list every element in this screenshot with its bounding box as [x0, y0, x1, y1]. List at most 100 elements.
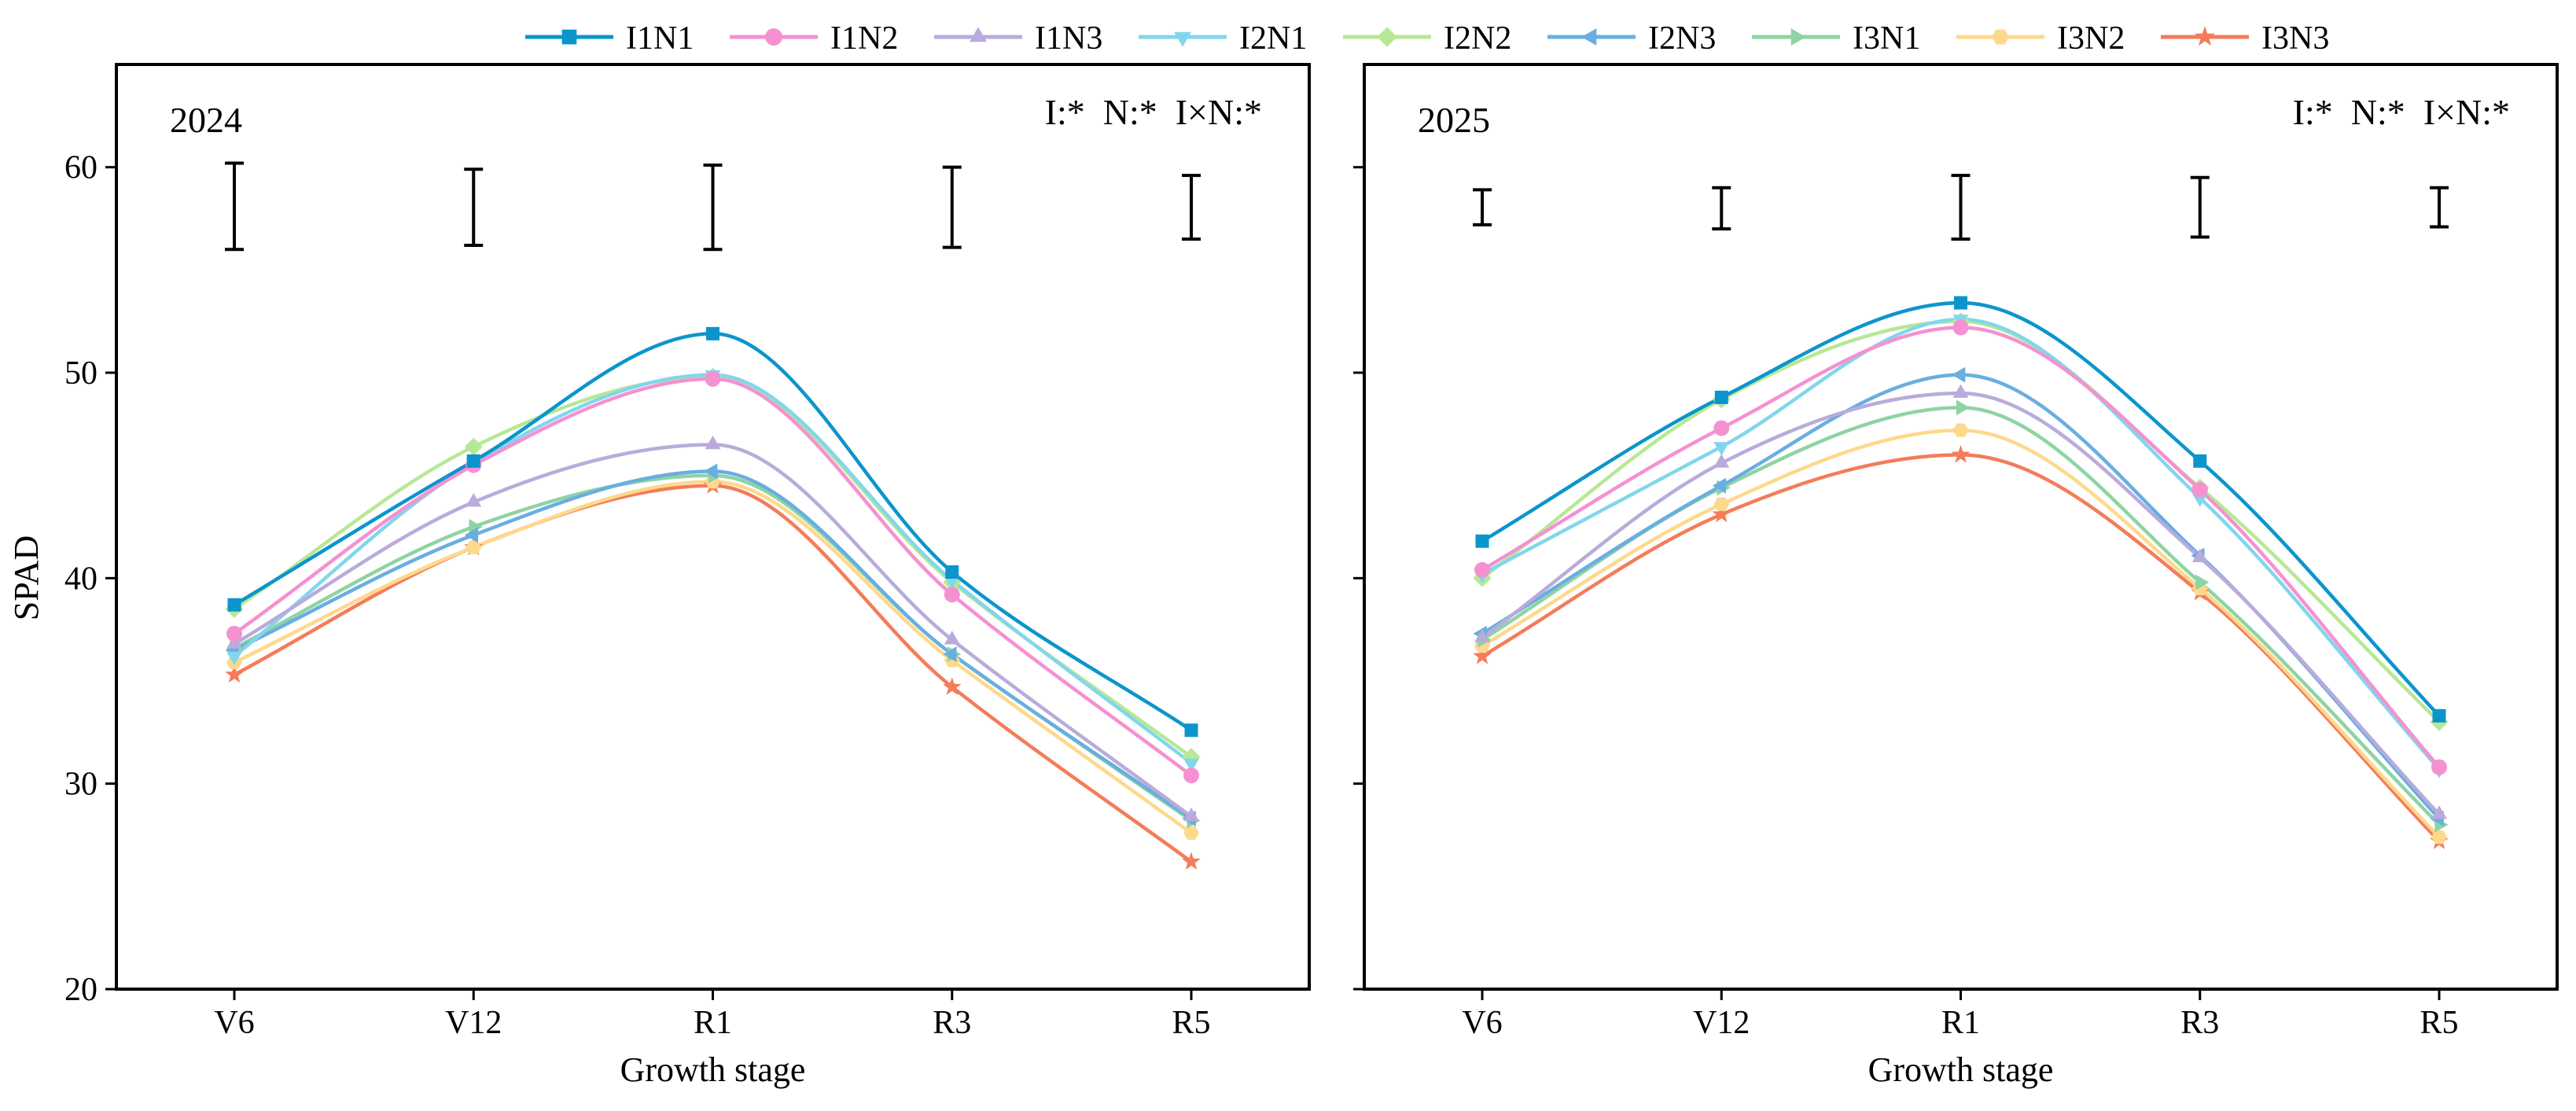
legend-marker-i2n3 [1581, 28, 1597, 46]
legend-label-i1n1: I1N1 [626, 20, 694, 57]
panel-2024-point-i3n3-r3 [942, 677, 962, 695]
legend-label-i1n2: I1N2 [830, 20, 898, 57]
panel-2025-series-line-i2n1 [1481, 317, 2441, 771]
panel-2024-error-bar-r3 [942, 165, 962, 249]
legend-entry-i2n3: I2N3 [1547, 20, 1716, 57]
panel-2025-error-bar-r1 [1951, 174, 1971, 241]
panel-2025-point-i1n3-r1 [1952, 384, 1969, 398]
panel-2024-significance: I:* N:* I×N:* [1045, 92, 1262, 132]
panel-2025-point-i1n1-v12 [1714, 390, 1728, 404]
legend-marker-i3n3 [2194, 26, 2216, 46]
panel-2025-point-i1n3-r5 [2431, 805, 2447, 819]
panel-2025-point-i1n2-r5 [2431, 759, 2447, 775]
legend-marker-i2n2 [1377, 27, 1397, 47]
panel-2024-error-bar-r1 [703, 164, 723, 252]
panel-2024-point-i1n2-r1 [705, 370, 721, 387]
panel-2025-point-i2n3-r1 [1952, 366, 1966, 383]
y-tick-label-50: 50 [64, 355, 98, 392]
panel-2025-point-i3n2-v12 [1713, 497, 1730, 511]
panel-2024-point-i1n1-r1 [706, 326, 719, 340]
panel-2024-point-i3n2-r5 [1183, 826, 1199, 840]
legend-entry-i1n2: I1N2 [730, 20, 898, 57]
legend-marker-i3n1 [1790, 28, 1806, 46]
panel-2024-point-i2n3-v12 [464, 527, 478, 543]
panel-2024-x-tick-label-r5: R5 [1172, 1005, 1210, 1041]
legend-label-i3n3: I3N3 [2261, 20, 2329, 57]
panel-2025-series-line-i2n3 [1481, 373, 2441, 820]
legend-entry-i2n1: I2N1 [1139, 20, 1307, 57]
panel-2025-point-i1n1-r5 [2432, 708, 2446, 723]
panel-2024-point-i1n1-v6 [227, 598, 241, 612]
panel-2024-series-line-i3n2 [234, 480, 1193, 835]
panel-2024-x-tick-label-r1: R1 [694, 1005, 732, 1041]
panel-2025-point-i3n3-r1 [1951, 445, 1971, 463]
panel-2024-x-tick-label-v6: V6 [214, 1005, 254, 1041]
panel-2025-x-tick-label-v12: V12 [1693, 1005, 1750, 1041]
legend-marker-i1n1 [561, 29, 577, 45]
panel-2024-error-bar-r5 [1182, 174, 1201, 241]
panel-2024-point-i2n3-r1 [704, 463, 718, 480]
legend-marker-i1n3 [970, 27, 987, 42]
legend-marker-i3n2 [1992, 29, 2009, 45]
legend-entry-i3n3: I3N3 [2161, 20, 2329, 57]
panel-2025-series-line-i2n2 [1481, 319, 2441, 723]
y-tick-label-40: 40 [64, 561, 98, 597]
panel-2024-point-i2n1-r5 [1183, 758, 1199, 772]
panel-2024-point-i1n3-r1 [705, 436, 721, 450]
panel-2025-point-i1n2-r3 [2191, 481, 2208, 498]
panel-2025-point-i2n1-r3 [2191, 493, 2208, 507]
legend-label-i3n2: I3N2 [2057, 20, 2125, 57]
panel-2024-error-bar-v6 [225, 161, 244, 252]
panel-2025-point-i3n2-r5 [2431, 830, 2447, 844]
legend-marker-i1n2 [765, 28, 782, 46]
legend-label-i1n3: I1N3 [1035, 20, 1102, 57]
panel-2024: 20 30 40 50 60 V6 V12 R1 R3 R5 Growth stage 2024 I:*… [64, 63, 1311, 1089]
panel-2024-point-i2n1-r3 [944, 576, 960, 590]
panel-2025-point-i1n2-v6 [1474, 561, 1490, 578]
legend-entry-i1n1: I1N1 [525, 20, 694, 57]
panel-2025-series-line-i3n3 [1481, 453, 2441, 843]
legend-label-i2n3: I2N3 [1648, 20, 1716, 57]
panel-2025-series-line-i1n3 [1481, 391, 2441, 816]
panel-2024-point-i1n3-v6 [226, 635, 242, 649]
panel-2024-point-i1n1-r5 [1184, 723, 1198, 738]
panel-2024-point-i3n3-r5 [1182, 852, 1201, 870]
panel-2025-series-line-i1n1 [1481, 300, 2441, 717]
panel-2025-x-tick-label-v6: V6 [1462, 1005, 1502, 1041]
panel-2024-series-line-i3n3 [233, 484, 1193, 863]
panel-2025-point-i3n1-r1 [1956, 399, 1970, 416]
panel-2024-series-line-i1n3 [233, 443, 1193, 819]
panel-2025-significance: I:* N:* I×N:* [2293, 92, 2510, 132]
panel-2024-point-i2n3-r3 [943, 646, 957, 662]
panel-2024-point-i2n2-v12 [464, 437, 483, 456]
y-axis-label: SPAD [7, 535, 46, 620]
panel-2024-point-i1n2-v6 [226, 625, 242, 642]
legend-label-i2n1: I2N1 [1239, 20, 1307, 57]
legend-marker-i2n1 [1174, 31, 1191, 47]
panel-2024-x-tick-label-r3: R3 [933, 1005, 971, 1041]
panel-2024-point-i1n2-r3 [944, 587, 960, 603]
panel-2024-x-axis-label: Growth stage [620, 1050, 806, 1089]
panel-2025-year-label: 2025 [1418, 100, 1490, 140]
panel-2025-point-i1n1-r3 [2193, 454, 2207, 468]
panel-2025-point-i1n3-v6 [1474, 628, 1490, 642]
panel-2025-point-i3n3-v12 [1712, 504, 1731, 523]
panel-2025-point-i1n1-r1 [1954, 296, 1967, 310]
legend-label-i2n2: I2N2 [1444, 20, 1511, 57]
y-tick-label-30: 30 [64, 767, 98, 803]
legend-entry-i3n2: I3N2 [1956, 20, 2125, 57]
panel-2025-point-i1n2-v12 [1713, 420, 1730, 436]
panel-2025-point-i2n3-v12 [1712, 477, 1726, 494]
panel-2024-point-i2n1-v6 [226, 651, 242, 666]
panel-2025-error-bar-r3 [2190, 175, 2210, 239]
panel-2025-x-axis-label: Growth stage [1868, 1050, 2054, 1089]
y-tick-label-60: 60 [64, 150, 98, 186]
panel-2025-point-i1n3-r3 [2191, 548, 2208, 562]
panel-2024-x-tick-label-v12: V12 [445, 1005, 502, 1041]
panel-2024-point-i3n3-v6 [225, 664, 244, 683]
panel-2025-point-i3n1-r3 [2195, 574, 2210, 590]
panel-2025-error-bar-r5 [2430, 186, 2449, 229]
chart-panels: 20 30 40 50 60 V6 V12 R1 R3 R5 Growth stage 2024 I:*… [64, 63, 2559, 1089]
panel-2025-x-tick-label-r3: R3 [2180, 1005, 2219, 1041]
